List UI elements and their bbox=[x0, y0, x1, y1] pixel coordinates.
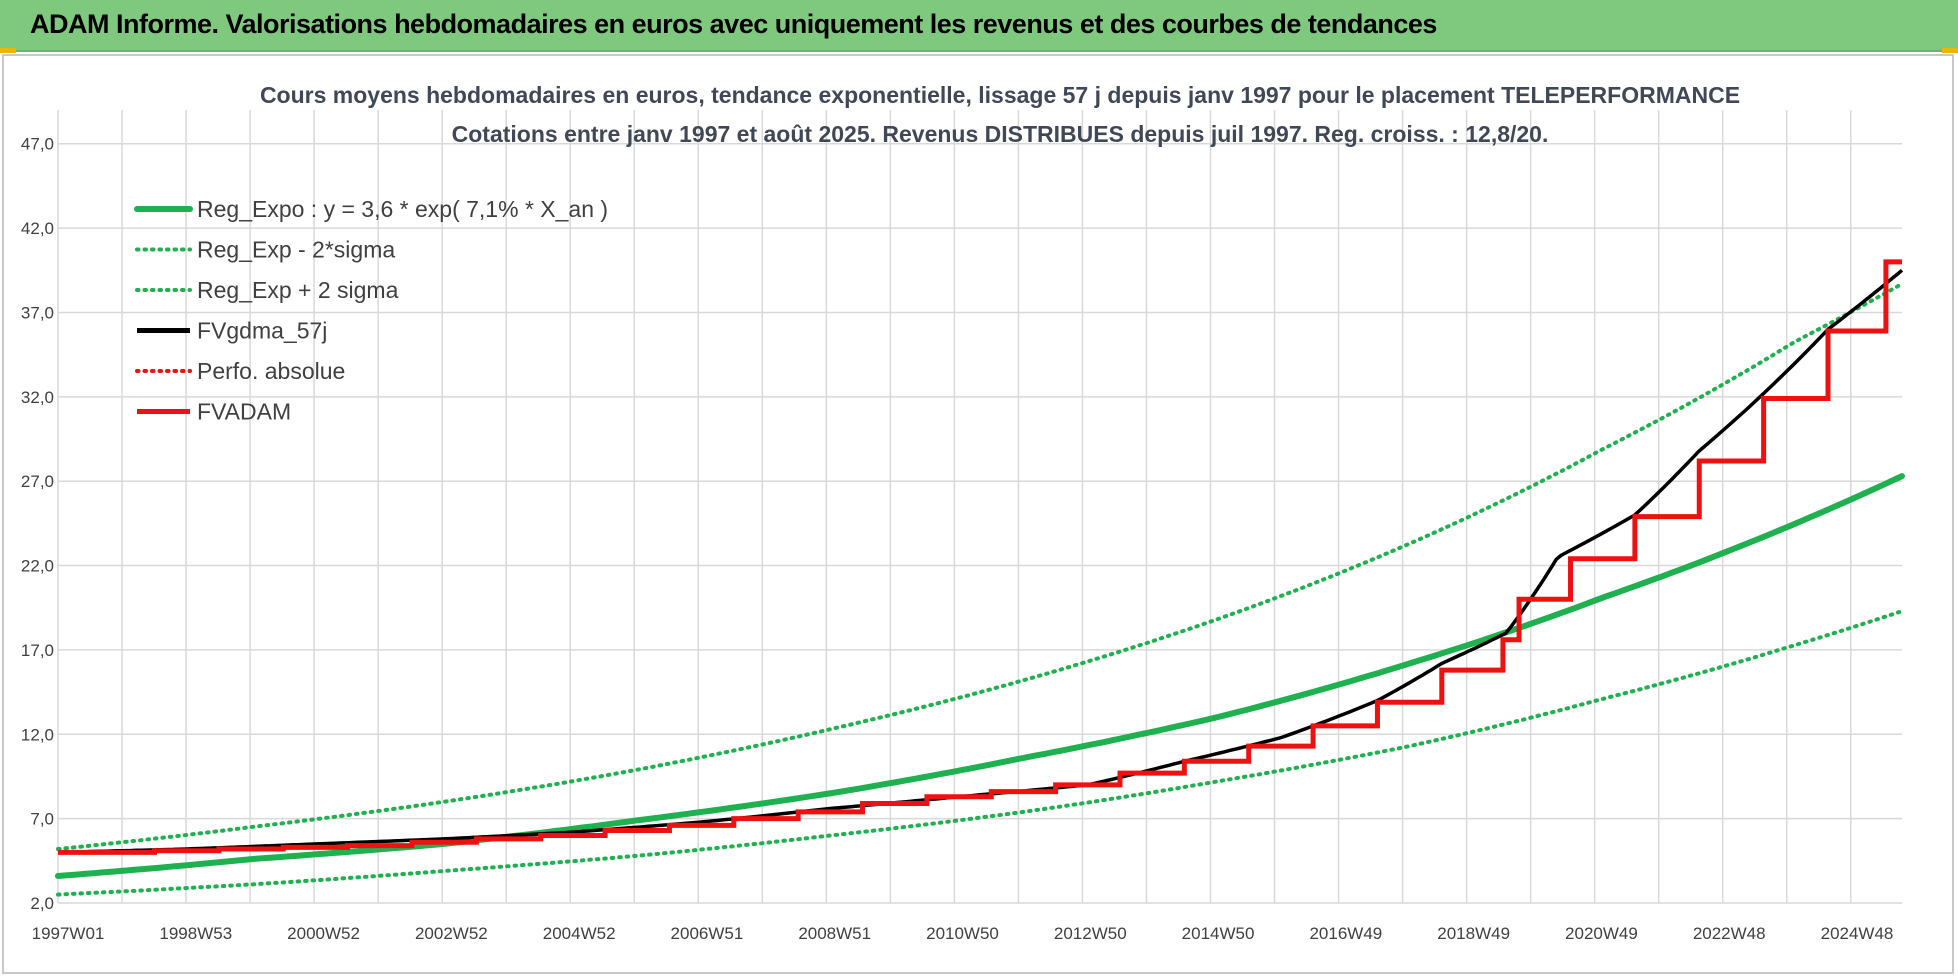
legend-label: Perfo. absolue bbox=[197, 358, 345, 384]
x-tick-label: 1997W01 bbox=[32, 924, 105, 943]
legend-label: Reg_Exp + 2 sigma bbox=[197, 277, 399, 303]
corner-mark-left bbox=[0, 48, 16, 53]
legend-label: FVADAM bbox=[197, 399, 291, 425]
chart-subtitle: Cotations entre janv 1997 et août 2025. … bbox=[452, 121, 1549, 147]
banner: ADAM Informe. Valorisations hebdomadaire… bbox=[0, 0, 1958, 52]
y-tick-label: 32,0 bbox=[21, 388, 54, 407]
axis-labels: 2,0 7,0 12,0 17,0 22,0 27,0 32,0 37,0 42,0 47,0 19… bbox=[21, 135, 1893, 943]
banner-title: ADAM Informe. Valorisations hebdomadaire… bbox=[30, 9, 1437, 39]
y-tick-label: 2,0 bbox=[30, 894, 54, 913]
x-tick-label: 2002W52 bbox=[415, 924, 488, 943]
y-tick-label: 47,0 bbox=[21, 135, 54, 154]
x-tick-label: 2006W51 bbox=[671, 924, 744, 943]
series-line-6 bbox=[58, 259, 1902, 855]
y-tick-label: 7,0 bbox=[30, 810, 54, 829]
y-tick-label: 42,0 bbox=[21, 219, 54, 238]
y-tick-label: 12,0 bbox=[21, 725, 54, 744]
x-tick-label: 2012W50 bbox=[1054, 924, 1127, 943]
chart-frame bbox=[2, 54, 1954, 974]
x-tick-label: 2014W50 bbox=[1182, 924, 1255, 943]
y-tick-label: 17,0 bbox=[21, 641, 54, 660]
x-tick-label: 2020W49 bbox=[1565, 924, 1638, 943]
x-tick-label: 2024W48 bbox=[1821, 924, 1894, 943]
chart-title: Cours moyens hebdomadaires en euros, ten… bbox=[260, 82, 1740, 108]
legend-label: Reg_Expo : y = 3,6 * exp( 7,1% * X_an ) bbox=[197, 196, 608, 222]
series-line-2 bbox=[56, 609, 1904, 897]
series-layer bbox=[55, 259, 1905, 897]
legend-label: Reg_Exp - 2*sigma bbox=[197, 237, 395, 263]
x-tick-label: 2016W49 bbox=[1309, 924, 1382, 943]
series-line-3 bbox=[56, 281, 1904, 851]
x-tick-label: 2008W51 bbox=[798, 924, 871, 943]
y-tick-label: 37,0 bbox=[21, 303, 54, 322]
x-tick-label: 1998W53 bbox=[159, 924, 232, 943]
x-tick-label: 2010W50 bbox=[926, 924, 999, 943]
x-tick-label: 2004W52 bbox=[543, 924, 616, 943]
x-tick-label: 2018W49 bbox=[1437, 924, 1510, 943]
grid bbox=[57, 110, 1902, 904]
x-tick-label: 2000W52 bbox=[287, 924, 360, 943]
y-tick-label: 27,0 bbox=[21, 472, 54, 491]
series-line-1 bbox=[55, 473, 1905, 879]
corner-mark-right bbox=[1942, 48, 1958, 53]
x-tick-label: 2022W48 bbox=[1693, 924, 1766, 943]
legend: Reg_Expo : y = 3,6 * exp( 7,1% * X_an ) R… bbox=[134, 196, 608, 425]
y-tick-label: 22,0 bbox=[21, 557, 54, 576]
legend-label: FVgdma_57j bbox=[197, 318, 327, 344]
